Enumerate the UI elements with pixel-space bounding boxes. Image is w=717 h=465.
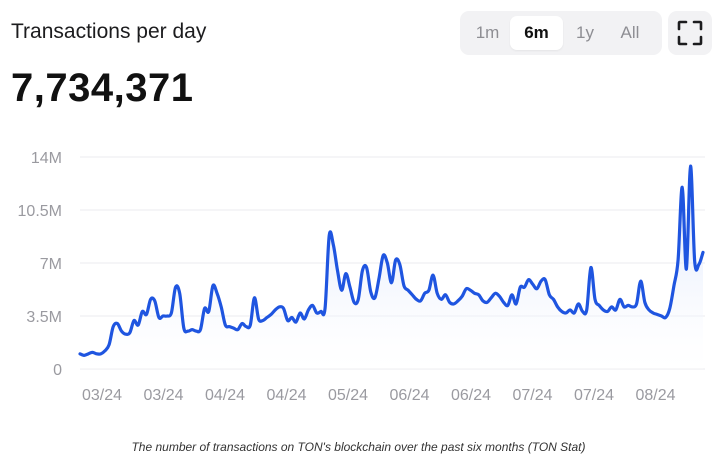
x-tick-label: 06/24 — [451, 387, 491, 404]
chart-title: Transactions per day — [11, 20, 207, 43]
y-tick-label: 10.5M — [18, 203, 62, 220]
y-tick-label: 0 — [53, 362, 62, 379]
range-1y-button[interactable]: 1y — [563, 16, 607, 50]
transactions-chart: 0 3.5M 7M 10.5M 14M 03/24 03/24 04/24 04/24 05/24… — [18, 150, 705, 404]
x-tick-label: 03/24 — [82, 387, 122, 404]
y-tick-label: 7M — [40, 256, 62, 273]
x-tick-label: 07/24 — [574, 387, 614, 404]
range-1m-button[interactable]: 1m — [465, 16, 510, 50]
series-area — [80, 166, 703, 369]
y-tick-label: 3.5M — [26, 309, 62, 326]
y-tick-label: 14M — [31, 150, 62, 167]
x-tick-label: 07/24 — [512, 387, 552, 404]
x-tick-label: 03/24 — [143, 387, 183, 404]
x-tick-label: 05/24 — [328, 387, 368, 404]
x-tick-label: 06/24 — [389, 387, 429, 404]
range-6m-button[interactable]: 6m — [510, 16, 563, 50]
x-tick-label: 08/24 — [635, 387, 675, 404]
range-all-button[interactable]: All — [607, 16, 653, 50]
x-tick-label: 04/24 — [266, 387, 306, 404]
x-tick-label: 04/24 — [205, 387, 245, 404]
current-value: 7,734,371 — [11, 66, 194, 110]
fullscreen-icon — [677, 20, 703, 46]
series-line — [78, 164, 705, 357]
time-range-selector: 1m 6m 1y All — [460, 11, 662, 55]
figure-caption: The number of transactions on TON's bloc… — [131, 440, 586, 454]
chart-card: Transactions per day 7,734,371 1m 6m 1y … — [11, 11, 712, 404]
fullscreen-button[interactable] — [668, 11, 712, 55]
